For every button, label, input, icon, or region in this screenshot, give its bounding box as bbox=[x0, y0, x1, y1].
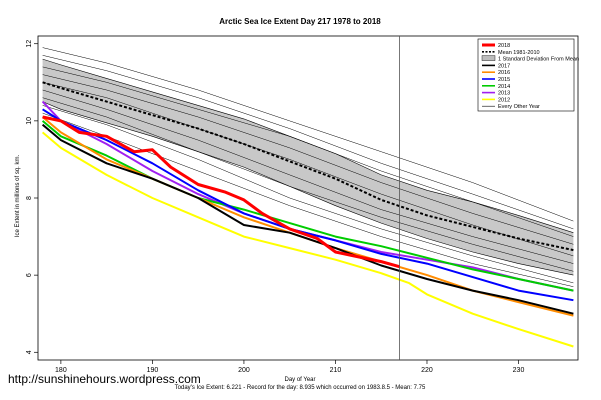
y-tick-label-8: 8 bbox=[26, 196, 33, 200]
x-tick-label-190: 190 bbox=[147, 367, 159, 374]
std-dev-band bbox=[42, 59, 574, 276]
series-line-2014 bbox=[41, 120, 574, 292]
legend-label-2014: 2014 bbox=[498, 84, 510, 90]
legend-label-every-other-year: Every Other Year bbox=[498, 104, 540, 110]
legend-label-2015: 2015 bbox=[498, 77, 510, 83]
series-line-2013 bbox=[41, 100, 574, 292]
legend-label-2018: 2018 bbox=[498, 43, 510, 49]
y-tick-label-12: 12 bbox=[26, 40, 33, 48]
legend-label-2016: 2016 bbox=[498, 70, 510, 76]
watermark-url: http://sunshinehours.wordpress.com bbox=[8, 372, 201, 386]
legend-label-2017: 2017 bbox=[498, 63, 510, 69]
series-line-upper-1-sd bbox=[42, 58, 574, 233]
x-tick-label-230: 230 bbox=[513, 367, 525, 374]
x-tick-label-210: 210 bbox=[330, 367, 342, 374]
x-tick-label-220: 220 bbox=[421, 367, 433, 374]
legend-label-2013: 2013 bbox=[498, 91, 510, 97]
legend-swatch-1-standard-deviation-from-mean bbox=[481, 55, 496, 61]
legend-label-mean-1981-2010: Mean 1981-2010 bbox=[498, 50, 540, 56]
chart-title: Arctic Sea Ice Extent Day 217 1978 to 20… bbox=[219, 17, 381, 26]
y-tick-label-10: 10 bbox=[26, 117, 33, 125]
series-line-2012 bbox=[41, 131, 574, 348]
series-line-every-other-year bbox=[42, 112, 574, 287]
x-axis-label: Day of Year bbox=[284, 377, 315, 383]
legend-label-1-standard-deviation-from-mean: 1 Standard Deviation From Mean bbox=[498, 57, 579, 63]
x-tick-label-180: 180 bbox=[55, 367, 67, 374]
series-line-2015 bbox=[42, 108, 574, 302]
plot-area: 180 190 200 210 220 230 4 6 8 10 12 bbox=[26, 35, 579, 374]
legend-label-2012: 2012 bbox=[498, 97, 510, 103]
series-line-every-other-year bbox=[42, 74, 574, 245]
y-axis-label: Ice Extent in millions of sq. km. bbox=[15, 154, 21, 237]
y-tick-label-4: 4 bbox=[26, 350, 33, 354]
footer-stats: Today's Ice Extent: 6.221 - Record for t… bbox=[175, 385, 426, 391]
series-line-every-other-year bbox=[42, 47, 574, 222]
x-tick-label-200: 200 bbox=[238, 367, 250, 374]
series-line-lower-1-sd bbox=[42, 101, 574, 276]
series-line-2018 bbox=[42, 115, 400, 269]
series-line-2017 bbox=[41, 123, 574, 315]
series-line-mean-1981-2010 bbox=[42, 81, 574, 252]
series-line-every-other-year bbox=[42, 89, 574, 264]
y-tick-label-6: 6 bbox=[26, 273, 33, 277]
series-line-every-other-year bbox=[42, 105, 574, 284]
series-line-every-other-year bbox=[42, 82, 574, 257]
series-line-every-other-year bbox=[42, 55, 574, 230]
